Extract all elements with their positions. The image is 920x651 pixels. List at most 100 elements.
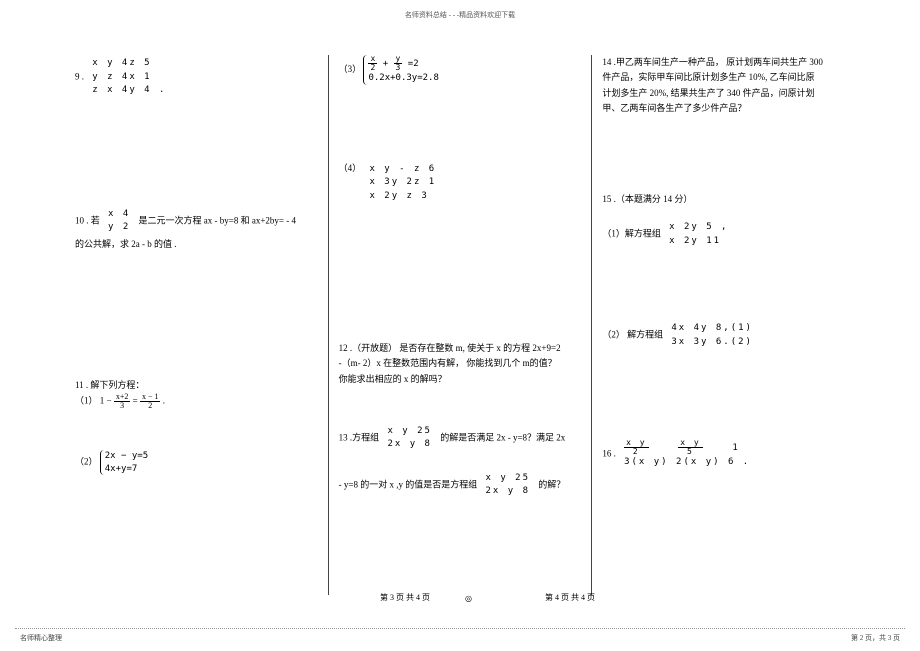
p12-l3: 你能求出相应的 x 的解吗？	[339, 372, 582, 387]
column-2: （3） x 2 + y 3 =2 0.2x+0.3y=2.8	[328, 55, 593, 595]
p10-tail2: 的公共解，求 2a - b 的值 .	[75, 237, 318, 252]
p11-end: .	[163, 396, 165, 406]
p16-matrix: x y 2 x y 5 1 3(x y) 2(x y) 6 .	[618, 437, 756, 472]
p3-f2d: 3	[394, 64, 403, 72]
p3-f1: x 2	[368, 55, 377, 72]
p15-s1-label: （1）解方程组	[602, 229, 661, 239]
page-circle: ◎	[465, 594, 472, 603]
p3-f1d: 2	[368, 64, 377, 72]
problem-13: 13 .方程组 x y 25 2x y 8 的解是否满足 2x - y=8？满足…	[339, 423, 582, 501]
problem-10: 10 . 若 x 4 y 2 是二元一次方程 ax - by=8 和 ax+2b…	[75, 206, 318, 252]
p10-m1: x 4	[108, 208, 130, 222]
p11-eq: =	[133, 396, 138, 406]
p10-m2: y 2	[108, 221, 130, 235]
p15-s2-label: （2） 解方程组	[602, 330, 663, 340]
page-number-3: 第 3 页 共 4 页	[380, 592, 430, 603]
p3-eq: =2	[408, 59, 419, 69]
p3-r2: 0.2x+0.3y=2.8	[368, 72, 438, 85]
p15-sub2: （2） 解方程组 4x 4y 8,(1) 3x 3y 6.(2)	[602, 320, 845, 351]
p12-l2: -（m- 2）x 在整数范围内有解， 你能找到几个 m的值？	[339, 356, 582, 371]
p10-matrix: x 4 y 2	[102, 206, 136, 237]
p11-sub2-brace: 2x − y=5 4x+y=7	[100, 450, 148, 475]
p15-title: 15 .（本题满分 14 分）	[602, 192, 845, 207]
p4-r3: x 2y z 3	[369, 190, 436, 204]
p9-row2: y z 4x 1	[92, 71, 166, 85]
footer-left: 名师精心整理	[20, 633, 62, 643]
p14-l4: 甲、乙两车间各生产了多少件产品？	[602, 101, 845, 116]
p11-title: 11 . 解下列方程：	[75, 378, 318, 393]
p11-s2-r1: 2x − y=5	[105, 450, 148, 463]
p11-sub1-pre: 1 −	[100, 396, 112, 406]
p16-num: 16 .	[602, 449, 616, 459]
p14-l1: 14 .甲乙两车间生产一种产品， 原计划两车间共生产 300	[602, 55, 845, 70]
column-3: 14 .甲乙两车间生产一种产品， 原计划两车间共生产 300 件产品，实际甲车间…	[592, 55, 855, 595]
p14-l3: 计划多生产 20%, 结果共生产了 340 件产品，问原计划	[602, 86, 845, 101]
p11-frac2: x − 1 2	[140, 393, 161, 410]
p10-tail1: 是二元一次方程 ax - by=8 和 ax+2by= - 4	[139, 215, 296, 225]
problem-9: 9 . x y 4z 5 y z 4x 1 z x 4y 4 .	[75, 55, 318, 100]
p13-line1: 13 .方程组 x y 25 2x y 8 的解是否满足 2x - y=8？满足…	[339, 423, 582, 454]
footer-divider	[15, 628, 905, 629]
problem-14: 14 .甲乙两车间生产一种产品， 原计划两车间共生产 300 件产品，实际甲车间…	[602, 55, 845, 116]
problem-12: 12 .（开放题） 是否存在整数 m, 使关于 x 的方程 2x+9=2 -（m…	[339, 341, 582, 387]
p16-f1d: 2	[624, 448, 648, 456]
p4-r2: x 3y 2z 1	[369, 176, 436, 190]
header-note: 名师资料总结 - - -精品资料欢迎下载	[405, 10, 515, 20]
p15-s2-r2: 3x 3y 6.(2)	[671, 336, 753, 350]
p13-m1r2: 2x y 8	[387, 438, 432, 452]
p15-s1-m: x 2y 5 , x 2y 11	[663, 219, 734, 250]
p4-r1: x y - z 6	[369, 163, 436, 177]
footer-right: 第 2 页，共 3 页	[851, 633, 900, 643]
p13-pre: 13 .方程组	[339, 433, 380, 443]
p13-m2: x y 25 2x y 8	[480, 470, 537, 501]
p13-m2r1: x y 25	[486, 472, 531, 486]
p15-sub1: （1）解方程组 x 2y 5 , x 2y 11	[602, 219, 845, 250]
p13-m2r2: 2x y 8	[486, 485, 531, 499]
p15-s2-m: 4x 4y 8,(1) 3x 3y 6.(2)	[665, 320, 759, 351]
p15-s1-r1: x 2y 5 ,	[669, 221, 728, 235]
p3-r1: x 2 + y 3 =2	[368, 55, 438, 72]
p13-tail: 的解？	[538, 480, 565, 490]
p3-label: （3）	[339, 64, 362, 74]
p3-f2: y 3	[394, 55, 403, 72]
p13-m1r1: x y 25	[387, 425, 432, 439]
p16-f1: x y 2	[624, 439, 648, 456]
page-number-4: 第 4 页 共 4 页	[545, 592, 595, 603]
p13-m1: x y 25 2x y 8	[381, 423, 438, 454]
p16-r1-tail: 1	[732, 443, 739, 453]
p9-row1: x y 4z 5	[92, 57, 166, 71]
p14-l2: 件产品，实际甲车间比原计划多生产 10%, 乙车间比原	[602, 70, 845, 85]
p13-line2: - y=8 的一对 x ,y 的值是否是方程组 x y 25 2x y 8 的解…	[339, 470, 582, 501]
problem-9-num: 9 .	[75, 71, 84, 81]
p11-sub2: （2） 2x − y=5 4x+y=7	[75, 450, 318, 475]
p11-f2-den: 2	[140, 402, 161, 410]
p11-frac1: x+2 3	[114, 393, 131, 410]
problem-16: 16 . x y 2 x y 5 1 3(x y) 2(x y)	[602, 437, 845, 472]
p12-l1: 12 .（开放题） 是否存在整数 m, 使关于 x 的方程 2x+9=2	[339, 341, 582, 356]
p13-l2a: - y=8 的一对 x ,y 的值是否是方程组	[339, 480, 478, 490]
p16-r1: x y 2 x y 5 1	[624, 439, 750, 456]
p9-row3: z x 4y 4 .	[92, 84, 166, 98]
p11-sub1-label: （1）	[75, 396, 98, 406]
p11-sub1: （1） 1 − x+2 3 = x − 1 2 .	[75, 393, 318, 410]
p10-num: 10 . 若	[75, 215, 100, 225]
p11-s2-r2: 4x+y=7	[105, 463, 148, 476]
problem-15: 15 .（本题满分 14 分） （1）解方程组 x 2y 5 , x 2y 11…	[602, 192, 845, 351]
p16-f2: x y 5	[678, 439, 702, 456]
problem-4: （4） x y - z 6 x 3y 2z 1 x 2y z 3	[339, 161, 582, 206]
p11-f1-den: 3	[114, 402, 131, 410]
problem-3: （3） x 2 + y 3 =2 0.2x+0.3y=2.8	[339, 55, 582, 85]
problem-9-matrix: x y 4z 5 y z 4x 1 z x 4y 4 .	[86, 55, 172, 100]
p16-f2d: 5	[678, 448, 702, 456]
p3-brace: x 2 + y 3 =2 0.2x+0.3y=2.8	[363, 55, 438, 85]
p4-label: （4）	[339, 163, 362, 173]
p15-s1-r2: x 2y 11	[669, 235, 728, 249]
p13-mid: 的解是否满足 2x - y=8？满足 2x	[440, 433, 565, 443]
column-1: 9 . x y 4z 5 y z 4x 1 z x 4y 4 . 10 . 若 …	[65, 55, 328, 595]
p16-r2: 3(x y) 2(x y) 6 .	[624, 456, 750, 470]
content-area: 9 . x y 4z 5 y z 4x 1 z x 4y 4 . 10 . 若 …	[65, 55, 855, 595]
p4-matrix: x y - z 6 x 3y 2z 1 x 2y z 3	[363, 161, 442, 206]
p11-sub2-label: （2）	[75, 457, 98, 467]
problem-11: 11 . 解下列方程： （1） 1 − x+2 3 = x − 1 2 . （2…	[75, 378, 318, 475]
p15-s2-r1: 4x 4y 8,(1)	[671, 322, 753, 336]
